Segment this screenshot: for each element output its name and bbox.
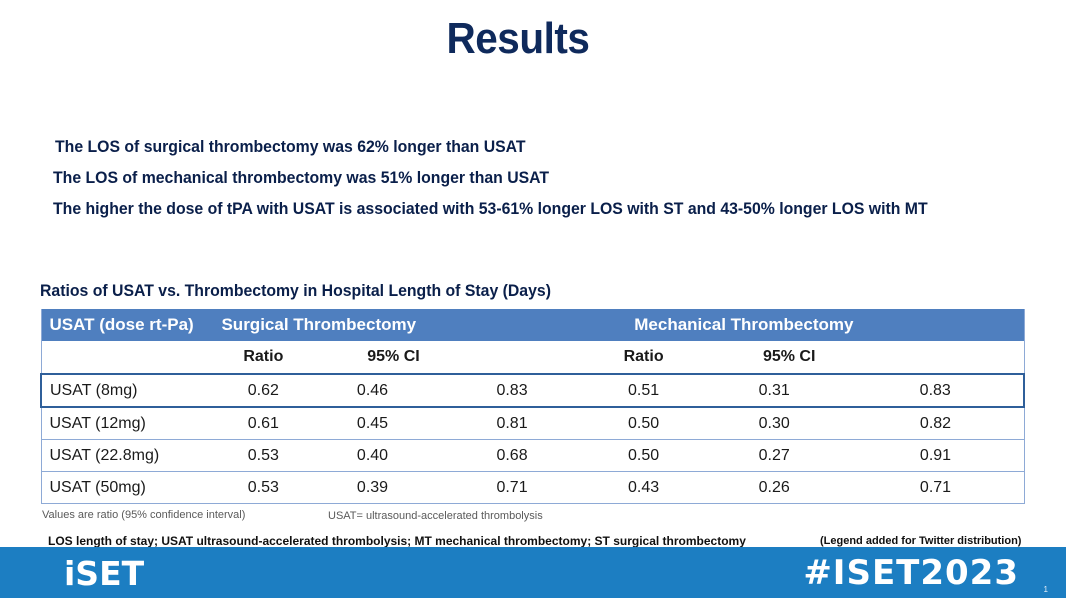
table-header-row: USAT (dose rt-Pa) Surgical Thrombectomy … <box>41 309 1024 341</box>
cell-st-ci-low: 0.45 <box>307 407 438 440</box>
cell-st-ci-high: 0.83 <box>437 373 587 408</box>
cell-st-ci-high: 0.81 <box>437 407 587 440</box>
subheader-empty <box>41 341 220 375</box>
iset-logo: iSET <box>64 554 145 593</box>
values-note: Values are ratio (95% confidence interva… <box>42 509 246 521</box>
cell-mt-ci-low: 0.31 <box>700 373 848 408</box>
conference-hashtag: #ISET2023 <box>803 553 1019 593</box>
table-caption: Ratios of USAT vs. Thrombectomy in Hospi… <box>40 281 551 300</box>
row-label: USAT (8mg) <box>39 373 220 408</box>
finding-3: The higher the dose of tPA with USAT is … <box>53 199 928 218</box>
cell-mt-ratio: 0.43 <box>586 471 701 504</box>
cell-st-ci-low: 0.39 <box>307 471 438 504</box>
abbreviations-footnote: LOS length of stay; USAT ultrasound-acce… <box>48 534 746 548</box>
header-mechanical-label: Mechanical Thrombectomy <box>634 315 854 334</box>
ratios-table: USAT (dose rt-Pa) Surgical Thrombectomy … <box>39 309 1025 504</box>
row-label: USAT (22.8mg) <box>41 439 220 472</box>
cell-mt-ci-low: 0.26 <box>700 471 848 504</box>
usat-definition-note: USAT= ultrasound-accelerated thrombolysi… <box>328 510 543 522</box>
header-mechanical-thrombectomy: Mechanical Thrombectomy <box>586 309 1024 341</box>
cell-st-ci-high: 0.71 <box>437 471 587 504</box>
cell-mt-ratio: 0.51 <box>586 373 701 408</box>
cell-mt-ci-high: 0.83 <box>847 373 1025 408</box>
row-label: USAT (12mg) <box>41 407 220 440</box>
cell-st-ratio: 0.53 <box>219 471 308 504</box>
cell-st-ci-low: 0.46 <box>307 373 438 408</box>
cell-mt-ci-low: 0.30 <box>700 407 848 440</box>
cell-mt-ci-high: 0.82 <box>847 407 1024 440</box>
footer-bar: iSET #ISET2023 1 <box>0 547 1066 598</box>
cell-st-ratio: 0.53 <box>219 439 308 472</box>
cell-mt-ci-high: 0.91 <box>847 439 1024 472</box>
cell-mt-ci-high: 0.71 <box>847 471 1024 504</box>
header-usat-dose: USAT (dose rt-Pa) <box>41 309 220 341</box>
finding-2: The LOS of mechanical thrombectomy was 5… <box>53 168 550 187</box>
table-subheader-row: Ratio 95% CI Ratio 95% CI <box>41 341 1024 375</box>
cell-st-ratio: 0.62 <box>219 373 308 408</box>
cell-st-ci-low: 0.40 <box>307 439 438 472</box>
subheader-ratio-mt: Ratio <box>586 341 701 375</box>
subheader-ci-mt: 95% CI <box>700 341 1024 375</box>
cell-st-ci-high: 0.68 <box>437 439 587 472</box>
header-surgical-label: Surgical Thrombectomy <box>221 315 417 334</box>
page-number: 1 <box>1043 585 1048 594</box>
table-row[interactable]: USAT (8mg) 0.62 0.46 0.83 0.51 0.31 0.83 <box>39 373 1025 408</box>
slide-title: Results <box>446 14 590 63</box>
cell-st-ratio: 0.61 <box>219 407 308 440</box>
subheader-ratio-st: Ratio <box>219 341 308 375</box>
cell-mt-ratio: 0.50 <box>586 407 701 440</box>
table-row[interactable]: USAT (50mg) 0.53 0.39 0.71 0.43 0.26 0.7… <box>41 471 1024 504</box>
cell-mt-ratio: 0.50 <box>586 439 701 472</box>
table-row[interactable]: USAT (22.8mg) 0.53 0.40 0.68 0.50 0.27 0… <box>41 439 1024 472</box>
subheader-ci-st: 95% CI <box>307 341 587 375</box>
finding-1: The LOS of surgical thrombectomy was 62%… <box>55 137 526 156</box>
header-surgical-thrombectomy: Surgical Thrombectomy <box>219 309 587 341</box>
table-row[interactable]: USAT (12mg) 0.61 0.45 0.81 0.50 0.30 0.8… <box>41 407 1024 440</box>
findings-list: The LOS of surgical thrombectomy was 62%… <box>53 134 993 227</box>
legend-note: (Legend added for Twitter distribution) <box>820 535 1022 547</box>
cell-mt-ci-low: 0.27 <box>700 439 848 472</box>
row-label: USAT (50mg) <box>41 471 220 504</box>
